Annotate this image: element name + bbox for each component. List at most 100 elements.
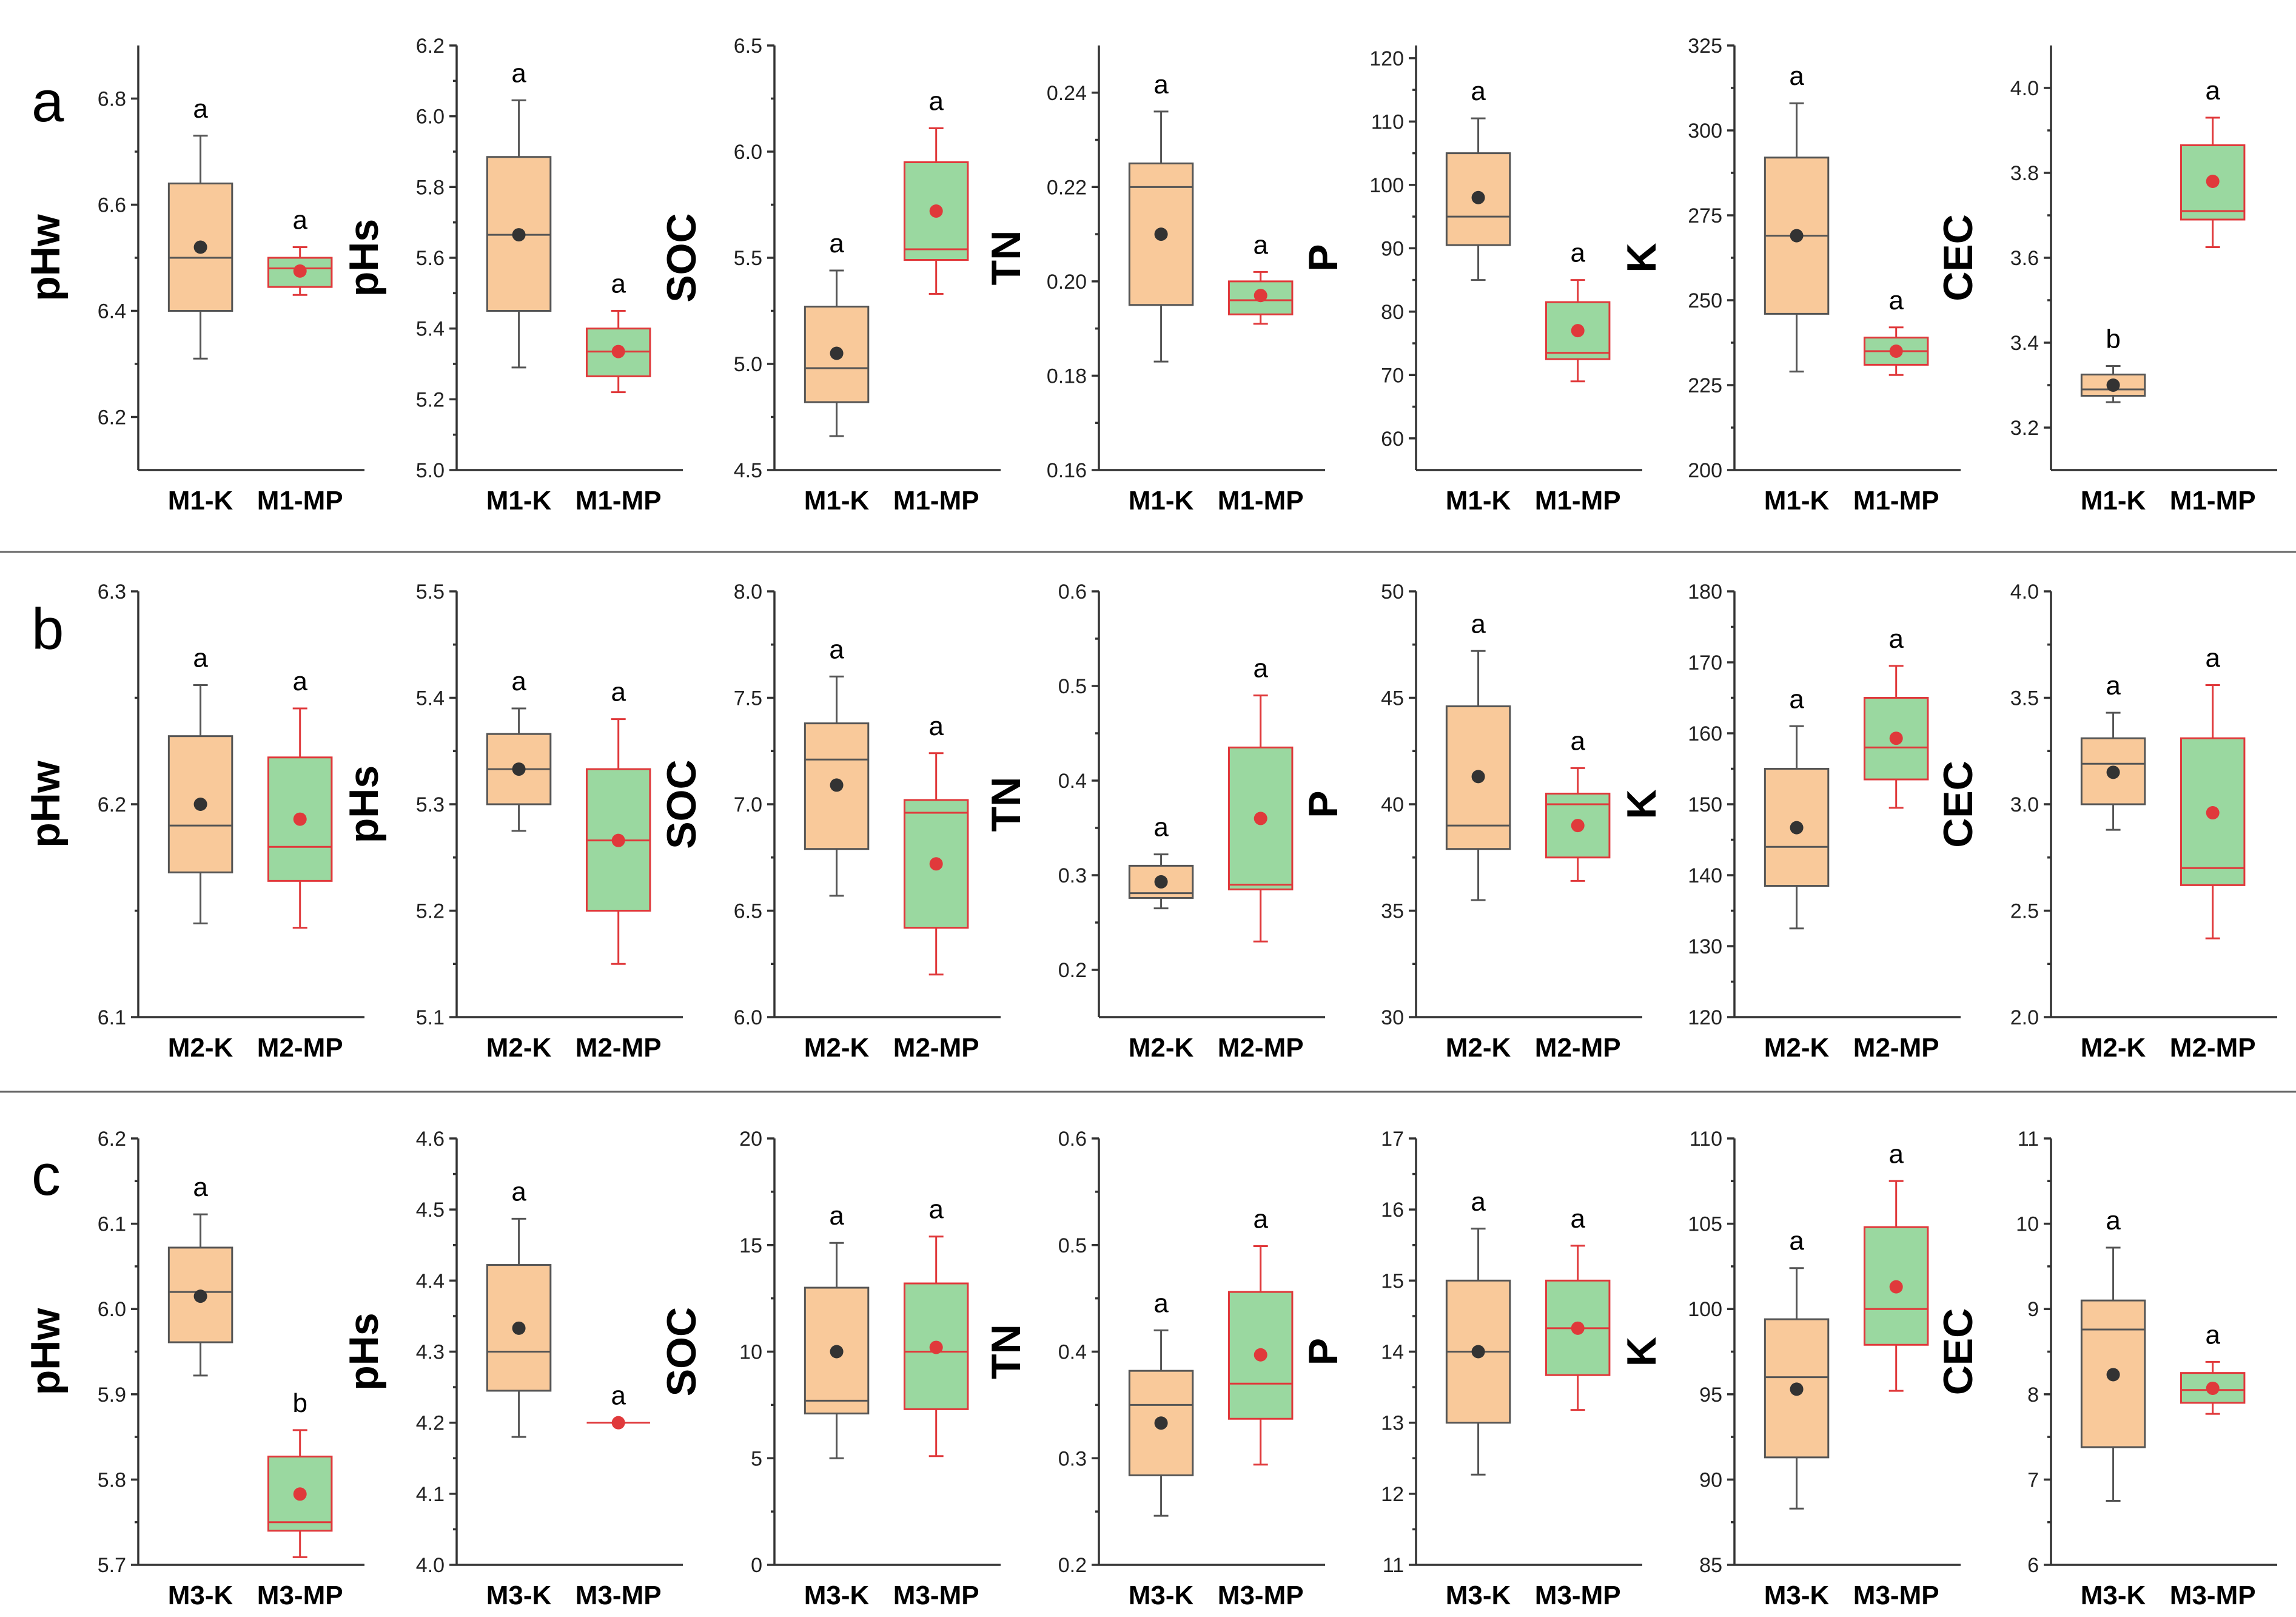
box-M3-MP: a: [586, 1381, 650, 1430]
box-M3-K: a: [1764, 1226, 1830, 1510]
y-axis-label: pHs: [341, 219, 387, 297]
y-tick-label: 5.7: [98, 1554, 126, 1577]
box-M1-K: a: [486, 58, 552, 369]
y-tick-label: 7.0: [734, 793, 762, 816]
significance-letter: a: [611, 269, 626, 299]
y-tick-label: 5.0: [734, 353, 762, 376]
x-category-label: M3-K: [1764, 1581, 1830, 1610]
subplot-b-pHs: 5.1 5.2 5.3 5.4 5.5 pHs a M2-K a M2-MP: [341, 580, 683, 1063]
y-tick-label: 9: [2027, 1298, 2039, 1321]
box-M2-MP: a: [1227, 654, 1294, 943]
subplot-c-TN: 0.2 0.3 0.4 0.5 0.6 TN a M3-K a M3-MP: [983, 1128, 1325, 1610]
y-tick-label: 0.20: [1047, 271, 1087, 294]
y-tick-label: 15: [1381, 1269, 1404, 1293]
subplot-a-CEC: 3.2 3.4 3.6 3.8 4.0 CEC b M1-K a M1-MP: [1935, 45, 2277, 516]
y-tick-label: 225: [1688, 374, 1722, 397]
y-tick-label: 0.5: [1058, 675, 1087, 698]
y-tick-label: 40: [1381, 793, 1404, 816]
y-tick-label: 0.4: [1058, 1341, 1087, 1364]
box-M1-MP: a: [1863, 286, 1929, 376]
mean-marker: [929, 1340, 943, 1354]
x-category-label: M1-K: [486, 486, 552, 516]
mean-marker: [929, 857, 943, 871]
y-tick-label: 95: [1699, 1383, 1722, 1407]
significance-letter: b: [292, 1388, 307, 1418]
box-M1-K: a: [1764, 61, 1830, 373]
y-tick-label: 0.6: [1058, 580, 1087, 603]
y-tick-label: 20: [739, 1128, 762, 1151]
subplot-c-CEC: 6 7 8 9 10 11 CEC a M3-K a M3-MP: [1935, 1128, 2277, 1610]
x-category-label: M1-K: [1764, 486, 1830, 516]
box-M1-K: a: [804, 229, 870, 437]
y-axis-label: P: [1300, 790, 1346, 818]
mean-marker: [1254, 289, 1267, 303]
box-M2-K: a: [486, 667, 552, 832]
y-axis-label: pHw: [22, 1308, 69, 1396]
y-tick-label: 140: [1688, 864, 1722, 887]
y-axis-label: pHw: [22, 213, 69, 301]
y-tick-label: 130: [1688, 935, 1722, 958]
subplot-b-P: 30 35 40 45 50 Pa M2-K a M2-MP: [1300, 580, 1642, 1063]
mean-marker: [1254, 1348, 1267, 1362]
mean-marker: [1571, 324, 1585, 338]
x-category-label: M2-MP: [893, 1033, 979, 1063]
mean-marker: [1889, 1280, 1903, 1294]
y-tick-label: 14: [1381, 1341, 1404, 1364]
significance-letter: a: [193, 1172, 208, 1202]
y-tick-label: 160: [1688, 722, 1722, 745]
panel-letter-c: c: [32, 1143, 61, 1208]
box-M3-MP: b: [267, 1388, 333, 1558]
x-category-label: M3-K: [1446, 1581, 1511, 1610]
y-axis-label: K: [1619, 1337, 1665, 1367]
y-tick-label: 0.3: [1058, 1447, 1087, 1470]
y-tick-label: 6.4: [98, 300, 126, 323]
y-tick-label: 80: [1381, 301, 1404, 324]
box-M2-MP: a: [585, 677, 651, 965]
x-category-label: M2-K: [1446, 1033, 1511, 1063]
box-M1-K: a: [1128, 70, 1194, 363]
y-tick-label: 120: [1369, 47, 1404, 70]
y-tick-label: 6.0: [734, 141, 762, 164]
y-tick-label: 10: [739, 1341, 762, 1364]
significance-letter: a: [1570, 238, 1585, 268]
subplot-a-pHs: 5.0 5.2 5.4 5.6 5.8 6.0 6.2 pHs a M1-K a M1-MP: [341, 35, 683, 516]
mean-marker: [1889, 345, 1903, 358]
y-tick-label: 3.5: [2010, 687, 2039, 710]
mean-marker: [611, 833, 625, 847]
subplot-c-K: 85 90 95 100 105 110 Ka M3-K a M3-MP: [1619, 1128, 1961, 1610]
mean-marker: [1154, 1416, 1168, 1430]
y-tick-label: 17: [1381, 1128, 1404, 1151]
mean-marker: [1571, 1321, 1585, 1335]
mean-marker: [1471, 190, 1485, 204]
x-category-label: M2-K: [1764, 1033, 1830, 1063]
x-category-label: M2-MP: [1853, 1033, 1939, 1063]
box-M3-MP: a: [2180, 1320, 2246, 1415]
mean-marker: [193, 798, 207, 811]
y-tick-label: 11: [1383, 1554, 1404, 1577]
y-tick-label: 6.0: [734, 1006, 762, 1029]
significance-letter: a: [1789, 61, 1804, 91]
x-category-label: M1-K: [2081, 486, 2146, 516]
box-M2-MP: a: [2180, 643, 2246, 940]
box-M1-MP: a: [2180, 76, 2246, 248]
y-tick-label: 30: [1381, 1006, 1404, 1029]
y-tick-label: 5.1: [416, 1006, 445, 1029]
significance-letter: a: [1570, 726, 1585, 756]
box-M3-MP: a: [903, 1195, 969, 1457]
x-category-label: M1-MP: [2170, 486, 2256, 516]
mean-marker: [1471, 1345, 1485, 1359]
mean-marker: [1790, 229, 1804, 243]
y-tick-label: 10: [2016, 1213, 2039, 1236]
mean-marker: [2106, 378, 2120, 392]
x-category-label: M3-K: [1129, 1581, 1194, 1610]
y-axis-label: pHw: [22, 760, 69, 848]
box-M2-K: a: [167, 643, 233, 925]
significance-letter: a: [928, 1195, 944, 1225]
y-tick-label: 0.4: [1058, 770, 1087, 793]
y-tick-label: 3.4: [2010, 332, 2039, 355]
y-tick-label: 5.9: [98, 1383, 126, 1407]
y-tick-label: 5.0: [416, 459, 445, 482]
y-axis-label: TN: [983, 1324, 1029, 1379]
significance-letter: a: [1153, 1288, 1169, 1318]
y-tick-label: 11: [2018, 1128, 2039, 1151]
